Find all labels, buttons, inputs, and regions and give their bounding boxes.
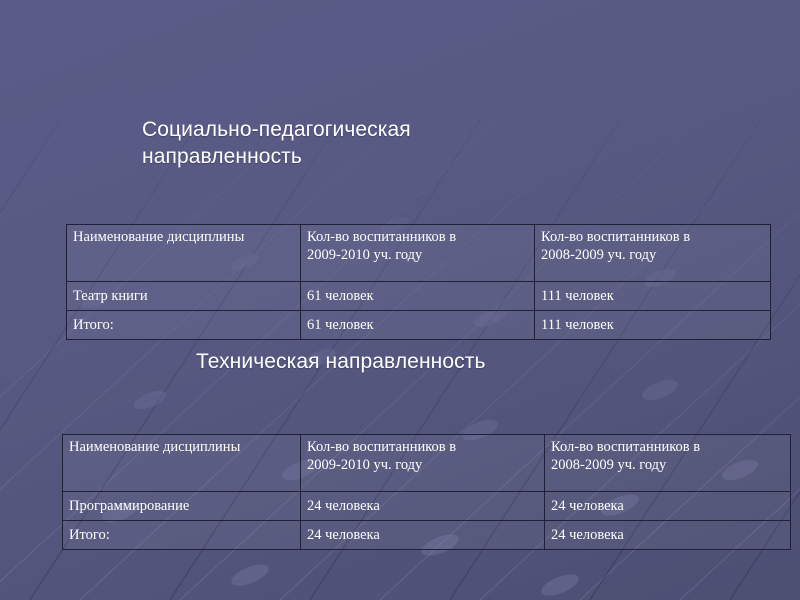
- cell-total-2008-2009: 24 человека: [544, 520, 791, 550]
- table-header-row: Наименование дисциплины Кол-во воспитанн…: [62, 434, 791, 492]
- cell-total-2009-2010: 61 человек: [300, 310, 535, 340]
- header-line-1: Кол-во воспитанников в: [551, 439, 701, 455]
- header-cell-count-2009-2010: Кол-во воспитанников в 2009-2010 уч. год…: [300, 434, 545, 492]
- cell-count-2009-2010: 24 человека: [300, 491, 545, 521]
- table-technical: Наименование дисциплины Кол-во воспитанн…: [62, 434, 791, 550]
- header-line-2: 2009-2010 уч. году: [307, 247, 423, 263]
- table-row-total: Итого: 24 человека 24 человека: [62, 520, 791, 550]
- cell-total-2008-2009: 111 человек: [534, 310, 771, 340]
- header-line-1: Кол-во воспитанников в: [541, 229, 691, 245]
- table-row: Программирование 24 человека 24 человека: [62, 491, 791, 521]
- header-cell-discipline: Наименование дисциплины: [66, 224, 301, 282]
- header-cell-count-2008-2009: Кол-во воспитанников в 2008-2009 уч. год…: [534, 224, 771, 282]
- cell-total-label: Итого:: [66, 310, 301, 340]
- table-header-row: Наименование дисциплины Кол-во воспитанн…: [66, 224, 771, 282]
- section-title-social-pedagogical: Социально-педагогическая направленность: [142, 118, 411, 168]
- cell-discipline: Программирование: [62, 491, 301, 521]
- header-line-2: 2009-2010 уч. году: [307, 457, 423, 473]
- cell-total-label: Итого:: [62, 520, 301, 550]
- table-social-pedagogical: Наименование дисциплины Кол-во воспитанн…: [66, 224, 771, 340]
- cell-count-2009-2010: 61 человек: [300, 281, 535, 311]
- header-line-1: Наименование дисциплины: [73, 229, 245, 245]
- header-line-1: Кол-во воспитанников в: [307, 229, 457, 245]
- header-cell-count-2008-2009: Кол-во воспитанников в 2008-2009 уч. год…: [544, 434, 791, 492]
- cell-total-2009-2010: 24 человека: [300, 520, 545, 550]
- header-cell-count-2009-2010: Кол-во воспитанников в 2009-2010 уч. год…: [300, 224, 535, 282]
- header-line-1: Наименование дисциплины: [69, 439, 241, 455]
- header-line-2: 2008-2009 уч. году: [551, 457, 667, 473]
- cell-count-2008-2009: 24 человека: [544, 491, 791, 521]
- header-line-1: Кол-во воспитанников в: [307, 439, 457, 455]
- header-cell-discipline: Наименование дисциплины: [62, 434, 301, 492]
- table-row: Театр книги 61 человек 111 человек: [66, 281, 771, 311]
- cell-count-2008-2009: 111 человек: [534, 281, 771, 311]
- section-title-technical: Техническая направленность: [196, 350, 486, 373]
- cell-discipline: Театр книги: [66, 281, 301, 311]
- header-line-2: 2008-2009 уч. году: [541, 247, 657, 263]
- table-row-total: Итого: 61 человек 111 человек: [66, 310, 771, 340]
